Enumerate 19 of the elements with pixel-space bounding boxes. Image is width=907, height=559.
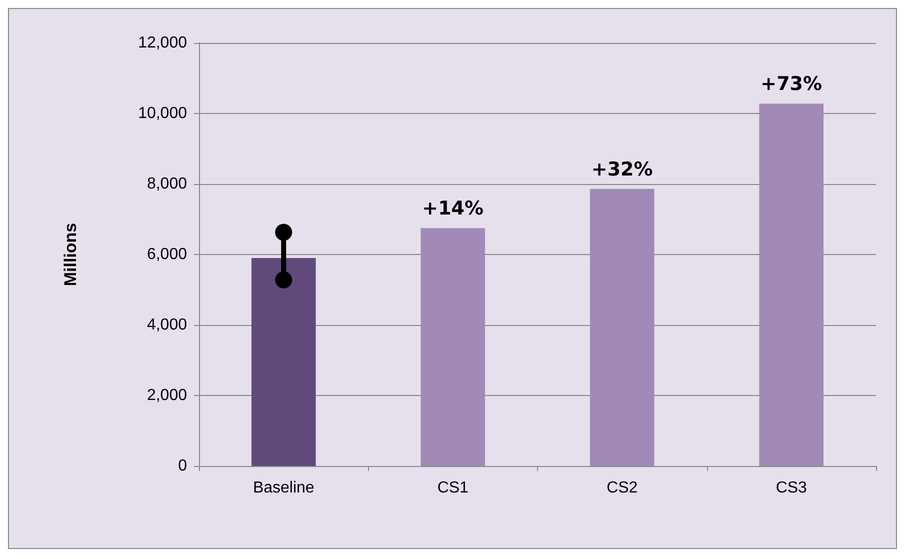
y-axis-title: Millions <box>61 222 80 286</box>
y-tick-label: 0 <box>178 458 188 474</box>
x-tick-label: CS1 <box>437 480 469 496</box>
x-tick-label: Baseline <box>252 480 314 496</box>
bar <box>251 258 316 466</box>
y-tick-label: 12,000 <box>138 34 188 52</box>
y-tick-label: 4,000 <box>146 316 188 334</box>
y-tick-label: 10,000 <box>138 105 188 122</box>
y-tick-label: 6,000 <box>146 246 188 263</box>
y-tick-label: 2,000 <box>146 387 188 404</box>
bar <box>590 188 654 466</box>
annotation: +73% <box>760 73 822 96</box>
y-tick-label: 8,000 <box>146 176 188 192</box>
annotation: +32% <box>591 158 653 180</box>
x-tick-label: CS3 <box>776 480 808 496</box>
annotation: +14% <box>422 198 484 220</box>
bar <box>759 104 824 466</box>
bar <box>420 228 486 466</box>
x-tick-label: CS2 <box>606 480 638 496</box>
